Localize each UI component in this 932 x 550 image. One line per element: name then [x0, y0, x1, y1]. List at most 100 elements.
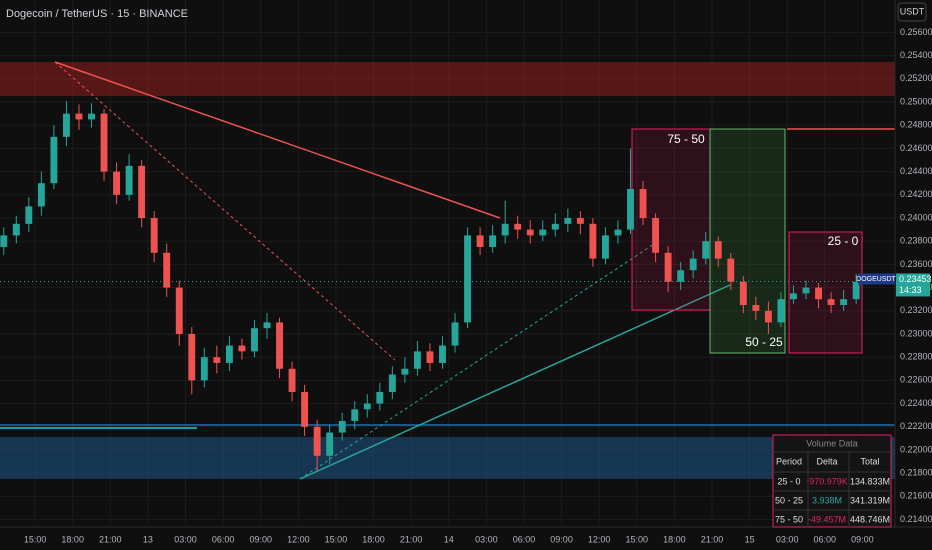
trend-line: [299, 284, 731, 480]
table-cell: 448.746M: [850, 514, 890, 524]
y-tick-label: 0.21600: [900, 491, 932, 501]
x-tick-label: 12:00: [287, 534, 310, 544]
volume-table: Volume Data Period Delta Total 25 - 0 -970.9…: [772, 434, 892, 528]
price-tag: [896, 273, 930, 297]
y-tick-label: 0.23600: [900, 259, 932, 269]
table-cell: -970.979K: [806, 476, 848, 486]
candle-body: [363, 403, 371, 410]
table-cell: 75 - 50: [775, 514, 803, 524]
support-zone: [0, 437, 895, 479]
candle-body: [12, 223, 20, 236]
grid-layer: [0, 0, 895, 523]
candle-body: [50, 136, 58, 184]
trend-line: [54, 61, 501, 219]
candle-body: [25, 206, 33, 224]
candle-body: [213, 357, 221, 363]
x-tick-label: 03:00: [475, 534, 498, 544]
candle-body: [840, 299, 848, 305]
candle-body: [777, 299, 785, 323]
candle-body: [100, 113, 108, 172]
candle-body: [451, 322, 459, 346]
table-title: Volume Data: [806, 438, 858, 448]
candle-body: [426, 351, 434, 363]
y-tick-label: 0.22600: [900, 375, 932, 385]
candle-body: [551, 223, 559, 230]
candle-body: [138, 165, 146, 219]
candle-body: [677, 270, 685, 282]
range-box: [631, 128, 711, 311]
candle-body: [75, 113, 83, 120]
candle-body: [639, 189, 647, 219]
candle-body: [351, 409, 359, 421]
range-box: [709, 128, 786, 354]
x-tick-label: 15:00: [626, 534, 649, 544]
y-tick-label: 0.24000: [900, 212, 932, 222]
x-tick-label: 06:00: [212, 534, 235, 544]
candle-body: [627, 189, 634, 230]
candle-body: [401, 368, 409, 375]
candle-body: [714, 241, 722, 259]
x-tick-label: 09:00: [249, 534, 272, 544]
candle-body: [376, 391, 384, 404]
candle-body: [125, 165, 133, 195]
table-cell: 134.833M: [850, 476, 890, 486]
candle-body: [200, 357, 208, 381]
table-header: Total: [860, 456, 879, 466]
candle-body: [225, 345, 233, 363]
candle-body: [815, 287, 822, 300]
chart-title: Dogecoin / TetherUS · 15 · BINANCE: [6, 8, 188, 20]
y-tick-label: 0.23000: [900, 328, 932, 338]
candle-body: [764, 310, 772, 323]
x-tick-label: 06:00: [814, 534, 837, 544]
table-header: Delta: [816, 456, 837, 466]
y-tick-label: 0.21400: [900, 514, 932, 524]
box-label: 25 - 0: [828, 234, 859, 248]
y-tick-label: 0.22800: [900, 352, 932, 362]
x-tick-label: 15:00: [24, 534, 47, 544]
currency[interactable]: USDT: [900, 6, 925, 16]
x-tick-label: 15: [745, 534, 755, 544]
candle-body: [752, 304, 760, 311]
candle-body: [514, 223, 522, 230]
candles: [0, 100, 895, 471]
candle-body: [238, 345, 246, 352]
candle-body: [251, 328, 258, 352]
y-tick-label: 0.23200: [900, 305, 932, 315]
candle-body: [313, 426, 321, 456]
candle-body: [439, 345, 446, 363]
candle-body: [476, 235, 484, 248]
candle-body: [88, 113, 95, 120]
candle-body: [652, 218, 660, 253]
candle-body: [727, 258, 735, 282]
candle-body: [464, 235, 472, 323]
x-tick-label: 03:00: [776, 534, 799, 544]
range-box: [788, 231, 863, 354]
x-tick-label: 21:00: [701, 534, 724, 544]
y-tick-label: 0.24600: [900, 143, 932, 153]
candle-body: [664, 252, 672, 282]
y-tick-label: 0.25000: [900, 96, 932, 106]
currency-box[interactable]: [897, 2, 927, 22]
candle-body: [539, 229, 547, 236]
candle-body: [689, 258, 697, 271]
box-label: 75 - 50: [667, 132, 705, 146]
candle-body: [614, 229, 622, 236]
candle-body: [564, 218, 572, 224]
y-tick-label: 0.25400: [900, 50, 932, 60]
table-cell: 25 - 0: [777, 476, 800, 486]
price-symbol: DOGEUSDT: [856, 276, 896, 283]
candle-body: [827, 299, 835, 305]
candle-body: [163, 252, 171, 288]
y-tick-label: 0.21800: [900, 468, 932, 478]
candle-body: [175, 287, 183, 334]
x-tick-label: 18:00: [663, 534, 686, 544]
table-header: Period: [776, 456, 802, 466]
candle-body: [326, 432, 334, 456]
y-tick-label: 0.22400: [900, 398, 932, 408]
price-tag: [858, 273, 895, 285]
candle-body: [702, 241, 710, 259]
candle-body: [852, 281, 860, 300]
last-price: 0.23453: [899, 274, 932, 284]
ticks: 0.21400 0.21600 0.21800 0.22000 0.22200 0.224…: [24, 27, 932, 545]
